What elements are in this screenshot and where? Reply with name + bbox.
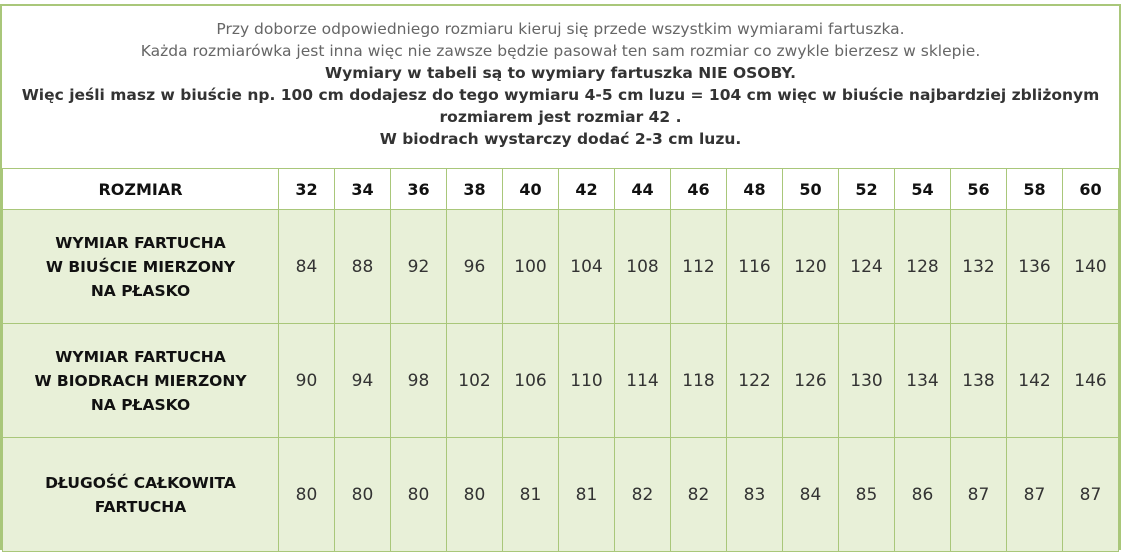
value-cell: 88 (334, 209, 391, 324)
table-row: WYMIAR FARTUCHA W BIODRACH MIERZONY NA PŁA… (2, 323, 1119, 438)
value-cell: 87 (950, 437, 1007, 552)
size-header-cell: 56 (950, 168, 1007, 210)
value-cell: 94 (334, 323, 391, 438)
value-cell: 126 (782, 323, 839, 438)
row-label: DŁUGOŚĆ CAŁKOWITA FARTUCHA (2, 437, 279, 552)
value-cell: 142 (1006, 323, 1063, 438)
size-header-cell: 60 (1062, 168, 1119, 210)
value-cell: 84 (782, 437, 839, 552)
size-header-cell: 48 (726, 168, 783, 210)
row-label-line: WYMIAR FARTUCHA (55, 347, 226, 366)
table-row: DŁUGOŚĆ CAŁKOWITA FARTUCHA 80 80 80 80 81 81 82 8… (2, 437, 1119, 552)
size-header-cell: 42 (558, 168, 615, 210)
value-cell: 140 (1062, 209, 1119, 324)
size-header-cell: 46 (670, 168, 727, 210)
value-cell: 136 (1006, 209, 1063, 324)
value-cell: 83 (726, 437, 783, 552)
value-cell: 122 (726, 323, 783, 438)
value-cell: 114 (614, 323, 671, 438)
size-header-cell: 40 (502, 168, 559, 210)
row-label-line: NA PŁASKO (90, 281, 191, 300)
intro-text: Przy doborze odpowiedniego rozmiaru kier… (2, 6, 1119, 170)
value-cell: 102 (446, 323, 503, 438)
value-cell: 120 (782, 209, 839, 324)
value-cell: 98 (390, 323, 447, 438)
intro-line-6: W biodrach wystarczy dodać 2-3 cm luzu. (379, 130, 742, 148)
size-header-cell: 52 (838, 168, 895, 210)
row-label: WYMIAR FARTUCHA W BIUŚCIE MIERZONY NA PŁAS… (2, 209, 279, 324)
value-cell: 96 (446, 209, 503, 324)
value-cell: 82 (670, 437, 727, 552)
value-cell: 80 (390, 437, 447, 552)
value-cell: 100 (502, 209, 559, 324)
value-cell: 80 (278, 437, 335, 552)
value-cell: 92 (390, 209, 447, 324)
value-cell: 130 (838, 323, 895, 438)
value-cell: 81 (558, 437, 615, 552)
size-header-cell: 50 (782, 168, 839, 210)
row-label-line: W BIODRACH MIERZONY (34, 371, 247, 390)
size-header-cell: 54 (894, 168, 951, 210)
value-cell: 87 (1062, 437, 1119, 552)
value-cell: 84 (278, 209, 335, 324)
header-row: ROZMIAR 32 34 36 38 40 42 44 46 48 50 52 54 56 58 60 (2, 168, 1119, 210)
value-cell: 87 (1006, 437, 1063, 552)
row-label-line: DŁUGOŚĆ CAŁKOWITA (45, 473, 236, 492)
row-label-line: FARTUCHA (94, 497, 187, 516)
intro-line-1: Przy doborze odpowiedniego rozmiaru kier… (216, 20, 905, 38)
intro-line-4: Więc jeśli masz w biuście np. 100 cm dod… (21, 86, 1100, 104)
row-label-line: NA PŁASKO (90, 395, 191, 414)
size-header-cell: 36 (390, 168, 447, 210)
intro-line-3: Wymiary w tabeli są to wymiary fartuszka… (325, 64, 796, 82)
value-cell: 132 (950, 209, 1007, 324)
value-cell: 146 (1062, 323, 1119, 438)
value-cell: 104 (558, 209, 615, 324)
value-cell: 82 (614, 437, 671, 552)
intro-line-5: rozmiarem jest rozmiar 42 . (439, 108, 682, 126)
intro-line-2: Każda rozmiarówka jest inna więc nie zaw… (140, 42, 981, 60)
value-cell: 81 (502, 437, 559, 552)
size-header-cell: 58 (1006, 168, 1063, 210)
value-cell: 134 (894, 323, 951, 438)
row-label: WYMIAR FARTUCHA W BIODRACH MIERZONY NA PŁA… (2, 323, 279, 438)
value-cell: 124 (838, 209, 895, 324)
value-cell: 80 (446, 437, 503, 552)
value-cell: 86 (894, 437, 951, 552)
value-cell: 108 (614, 209, 671, 324)
size-chart: Przy doborze odpowiedniego rozmiaru kier… (0, 4, 1121, 552)
value-cell: 90 (278, 323, 335, 438)
value-cell: 138 (950, 323, 1007, 438)
value-cell: 128 (894, 209, 951, 324)
row-label-line: WYMIAR FARTUCHA (55, 233, 226, 252)
size-header-cell: 34 (334, 168, 391, 210)
table-row: WYMIAR FARTUCHA W BIUŚCIE MIERZONY NA PŁAS… (2, 209, 1119, 324)
value-cell: 110 (558, 323, 615, 438)
header-label: ROZMIAR (2, 168, 279, 210)
row-label-line: W BIUŚCIE MIERZONY (45, 257, 236, 276)
value-cell: 112 (670, 209, 727, 324)
size-header-cell: 38 (446, 168, 503, 210)
value-cell: 80 (334, 437, 391, 552)
value-cell: 116 (726, 209, 783, 324)
size-table: ROZMIAR 32 34 36 38 40 42 44 46 48 50 52 54 56 58 60 W… (2, 168, 1119, 552)
size-header-cell: 44 (614, 168, 671, 210)
value-cell: 106 (502, 323, 559, 438)
value-cell: 118 (670, 323, 727, 438)
value-cell: 85 (838, 437, 895, 552)
size-header-cell: 32 (278, 168, 335, 210)
